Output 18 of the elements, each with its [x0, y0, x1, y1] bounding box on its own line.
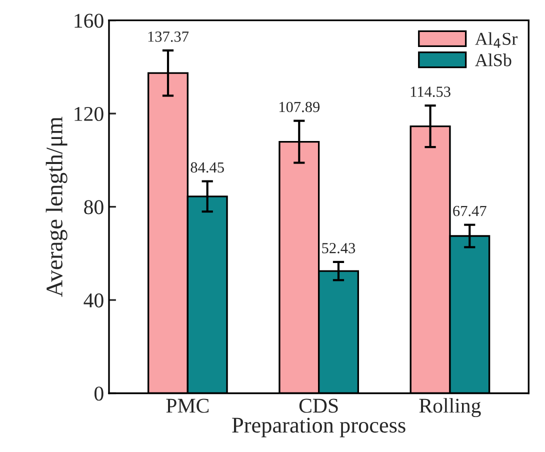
legend-label: AlSb [475, 54, 512, 66]
x-axis-title: Preparation process [232, 418, 406, 438]
y-tick-label: 40 [84, 293, 104, 308]
y-tick-label: 0 [94, 386, 104, 401]
y-axis-title: Average length/μm [46, 116, 68, 297]
x-tick-label: CDS [299, 398, 338, 413]
y-tick-label: 160 [74, 14, 104, 28]
x-tick-label: Rolling [419, 398, 481, 418]
data-label: 84.45 [190, 162, 224, 173]
y-tick-label: 120 [74, 106, 104, 121]
x-tick-label: PMC [166, 398, 209, 413]
legend-label: Al$_{4}$Sr [475, 32, 518, 48]
data-label: 137.37 [148, 32, 189, 42]
y-tick-label: 80 [84, 200, 104, 214]
data-label: 67.47 [453, 206, 486, 216]
data-label: 107.89 [279, 102, 320, 112]
data-label: 114.53 [410, 86, 450, 97]
data-label: 52.43 [322, 243, 356, 254]
